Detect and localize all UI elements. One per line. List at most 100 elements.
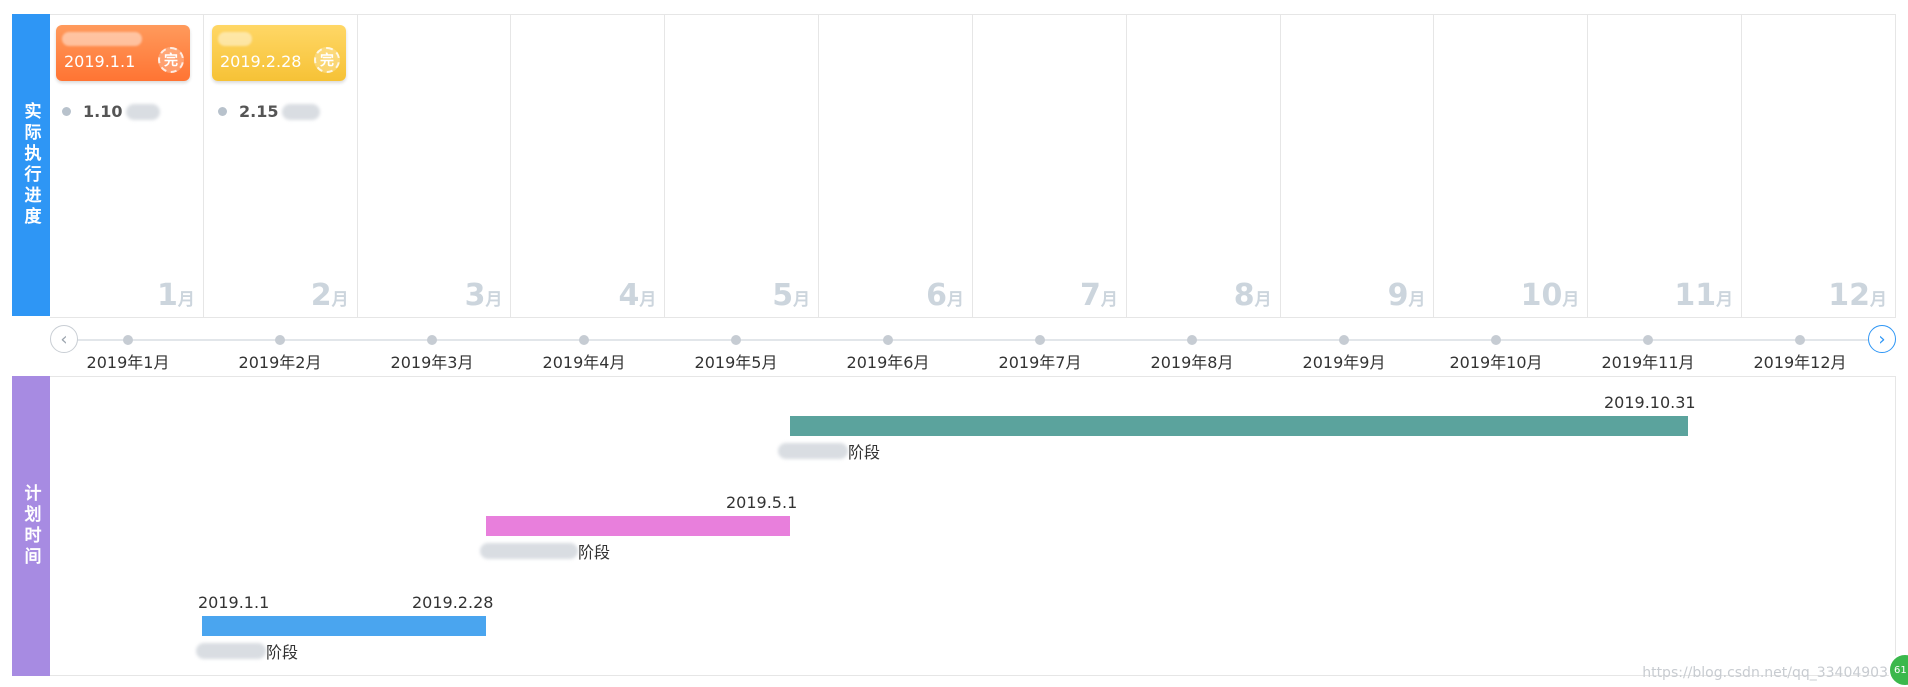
timeline-tick[interactable]: 2019年6月 xyxy=(813,320,963,373)
timeline-month-label: 2019年8月 xyxy=(1150,353,1234,372)
bar-end-date: 2019.5.1 xyxy=(726,493,798,512)
timeline-dot-icon xyxy=(1187,335,1197,345)
note-text-redacted xyxy=(126,103,161,120)
month-timeline: 2019年1月 2019年2月 2019年3月 2019年4月 2019年5月 2019年… xyxy=(50,320,1896,374)
month-column: 7月 xyxy=(973,15,1127,317)
bar-start-date: 2019.1.1 xyxy=(198,593,270,612)
exec-card-feb[interactable]: 2019.2.28 完 xyxy=(212,25,346,81)
month-number-value: 11 xyxy=(1674,278,1717,313)
corner-badge[interactable]: 61 xyxy=(1888,653,1908,687)
timeline-month-label: 2019年10月 xyxy=(1449,353,1543,372)
chevron-right-icon[interactable]: › xyxy=(1868,325,1896,353)
note-date: 1.10 xyxy=(83,102,123,121)
timeline-dot-icon xyxy=(123,335,133,345)
stage-suffix: 阶段 xyxy=(848,443,881,462)
timeline-tick[interactable]: 2019年11月 xyxy=(1573,320,1723,373)
month-number: 8月 xyxy=(1234,278,1272,313)
month-number: 2月 xyxy=(311,278,349,313)
note-text-redacted xyxy=(282,103,321,120)
timeline-line xyxy=(62,339,1884,341)
month-column: 3月 xyxy=(358,15,512,317)
month-number-value: 7 xyxy=(1079,278,1101,313)
timeline-tick[interactable]: 2019年4月 xyxy=(509,320,659,373)
month-number: 6月 xyxy=(926,278,964,313)
bar-stage-label: 阶段 xyxy=(480,539,610,563)
month-number: 9月 xyxy=(1388,278,1426,313)
timeline-month-label: 2019年3月 xyxy=(390,353,474,372)
month-number-value: 2 xyxy=(310,278,332,313)
month-unit: 月 xyxy=(177,290,195,310)
month-column: 8月 xyxy=(1127,15,1281,317)
month-number-value: 12 xyxy=(1828,278,1870,313)
month-column: 12月 xyxy=(1742,15,1896,317)
timeline-dot-icon xyxy=(883,335,893,345)
exec-card-jan[interactable]: 2019.1.1 完 xyxy=(56,25,190,81)
month-number: 5月 xyxy=(772,278,810,313)
month-column: 4月 xyxy=(512,15,666,317)
month-unit: 月 xyxy=(1716,290,1734,310)
timeline-dot-icon xyxy=(731,335,741,345)
timeline-month-label: 2019年6月 xyxy=(846,353,930,372)
month-unit: 月 xyxy=(1869,290,1887,310)
timeline-tick[interactable]: 2019年9月 xyxy=(1269,320,1419,373)
timeline-month-label: 2019年1月 xyxy=(86,353,170,372)
timeline-tick[interactable]: 2019年2月 xyxy=(205,320,355,373)
month-unit: 月 xyxy=(946,290,964,310)
month-number: 4月 xyxy=(618,278,656,313)
timeline-month-label: 2019年11月 xyxy=(1601,353,1695,372)
month-number: 12月 xyxy=(1828,278,1887,313)
timeline-dot-icon xyxy=(579,335,589,345)
month-number: 11月 xyxy=(1674,278,1733,313)
complete-badge-icon: 完 xyxy=(314,47,340,73)
timeline-dot-icon xyxy=(275,335,285,345)
timeline-tick[interactable]: 2019年1月 xyxy=(53,320,203,373)
month-number-value: 9 xyxy=(1387,278,1409,313)
stage-suffix: 阶段 xyxy=(578,543,611,562)
stage-name-redacted xyxy=(778,443,848,459)
timeline-tick[interactable]: 2019年10月 xyxy=(1421,320,1571,373)
month-column: 2月 xyxy=(204,15,358,317)
plan-bar-stage-3[interactable] xyxy=(790,416,1688,436)
card-date: 2019.1.1 xyxy=(64,52,136,71)
timeline-month-label: 2019年12月 xyxy=(1753,353,1847,372)
timeline-month-label: 2019年9月 xyxy=(1302,353,1386,372)
month-unit: 月 xyxy=(331,290,349,310)
month-number-value: 4 xyxy=(618,278,640,313)
plan-time-label: 计划时间 xyxy=(12,376,50,676)
plan-bar-stage-1[interactable] xyxy=(202,616,486,636)
timeline-tick[interactable]: 2019年3月 xyxy=(357,320,507,373)
exec-note-jan: 1.10 xyxy=(62,102,161,121)
bar-stage-label: 阶段 xyxy=(778,439,880,463)
timeline-tick[interactable]: 2019年8月 xyxy=(1117,320,1267,373)
chevron-left-icon[interactable]: ‹ xyxy=(50,325,78,353)
stage-name-redacted xyxy=(480,543,578,559)
actual-progress-grid: 1月 2月 3月 4月 5月 6月 7月 8月 9月 10月 11月 12月 2019.1.1 完 2… xyxy=(50,14,1896,318)
timeline-dot-icon xyxy=(1339,335,1349,345)
actual-progress-label: 实际执行进度 xyxy=(12,14,50,316)
month-number-value: 10 xyxy=(1520,278,1563,313)
month-number-value: 1 xyxy=(156,278,178,313)
timeline-tick[interactable]: 2019年5月 xyxy=(661,320,811,373)
watermark: https://blog.csdn.net/qq_33404903 xyxy=(1642,665,1888,681)
timeline-tick[interactable]: 2019年7月 xyxy=(965,320,1115,373)
month-number-value: 8 xyxy=(1233,278,1255,313)
bullet-dot-icon xyxy=(218,107,227,116)
month-column: 10月 xyxy=(1435,15,1589,317)
bar-stage-label: 阶段 xyxy=(196,639,298,663)
timeline-dot-icon xyxy=(427,335,437,345)
timeline-month-label: 2019年4月 xyxy=(542,353,626,372)
month-unit: 月 xyxy=(1100,290,1118,310)
month-number-value: 3 xyxy=(464,278,486,313)
plan-bar-stage-2[interactable] xyxy=(486,516,790,536)
month-unit: 月 xyxy=(1254,290,1272,310)
timeline-tick[interactable]: 2019年12月 xyxy=(1725,320,1875,373)
timeline-dot-icon xyxy=(1035,335,1045,345)
bar-end-date: 2019.2.28 xyxy=(412,593,494,612)
month-unit: 月 xyxy=(485,290,503,310)
month-unit: 月 xyxy=(793,290,811,310)
timeline-month-label: 2019年5月 xyxy=(694,353,778,372)
card-date: 2019.2.28 xyxy=(220,52,302,71)
exec-note-feb: 2.15 xyxy=(218,102,321,121)
month-number-value: 5 xyxy=(772,278,794,313)
timeline-month-label: 2019年7月 xyxy=(998,353,1082,372)
